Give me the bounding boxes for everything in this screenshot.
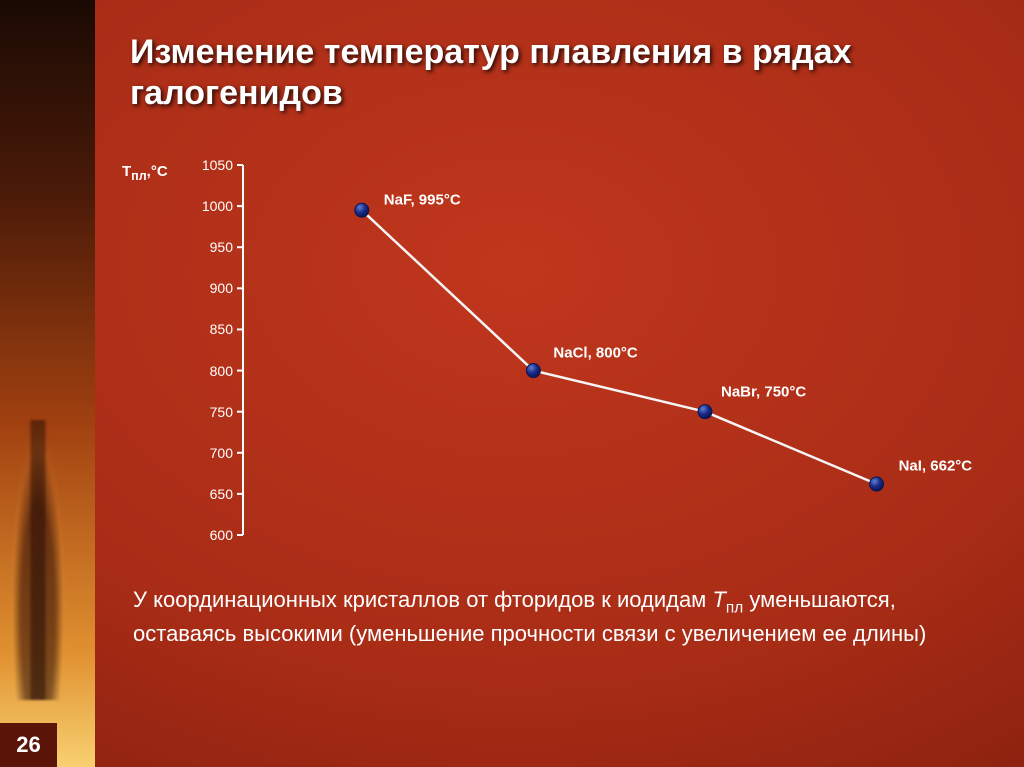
page-number: 26 bbox=[0, 723, 57, 767]
slide-body: Изменение температур плавления в рядах г… bbox=[95, 0, 1024, 767]
y-tick-label: 1000 bbox=[183, 198, 233, 214]
data-point-label: NaCl, 800°C bbox=[553, 344, 637, 361]
data-point-marker bbox=[355, 203, 369, 217]
y-axis-label: Tпл,°C bbox=[122, 163, 168, 183]
data-point-label: NaBr, 750°C bbox=[721, 383, 806, 400]
y-tick-label: 950 bbox=[183, 239, 233, 255]
y-tick-label: 900 bbox=[183, 280, 233, 296]
y-tick-label: 650 bbox=[183, 486, 233, 502]
left-photo-strip bbox=[0, 0, 95, 767]
data-point-label: NaF, 995°C bbox=[384, 192, 461, 209]
data-point-marker bbox=[698, 405, 712, 419]
slide-title: Изменение температур плавления в рядах г… bbox=[130, 32, 984, 114]
data-point-label: NaI, 662°C bbox=[899, 458, 973, 475]
y-tick-label: 800 bbox=[183, 363, 233, 379]
data-point-marker bbox=[526, 364, 540, 378]
melting-point-chart: 60065070075080085090095010001050Tпл,°CNa… bbox=[165, 155, 925, 545]
data-point-marker bbox=[870, 477, 884, 491]
slide-caption: У координационных кристаллов от фторидов… bbox=[133, 585, 974, 649]
y-tick-label: 850 bbox=[183, 321, 233, 337]
y-tick-label: 700 bbox=[183, 445, 233, 461]
y-tick-label: 750 bbox=[183, 404, 233, 420]
y-tick-label: 1050 bbox=[183, 157, 233, 173]
y-tick-label: 600 bbox=[183, 527, 233, 543]
